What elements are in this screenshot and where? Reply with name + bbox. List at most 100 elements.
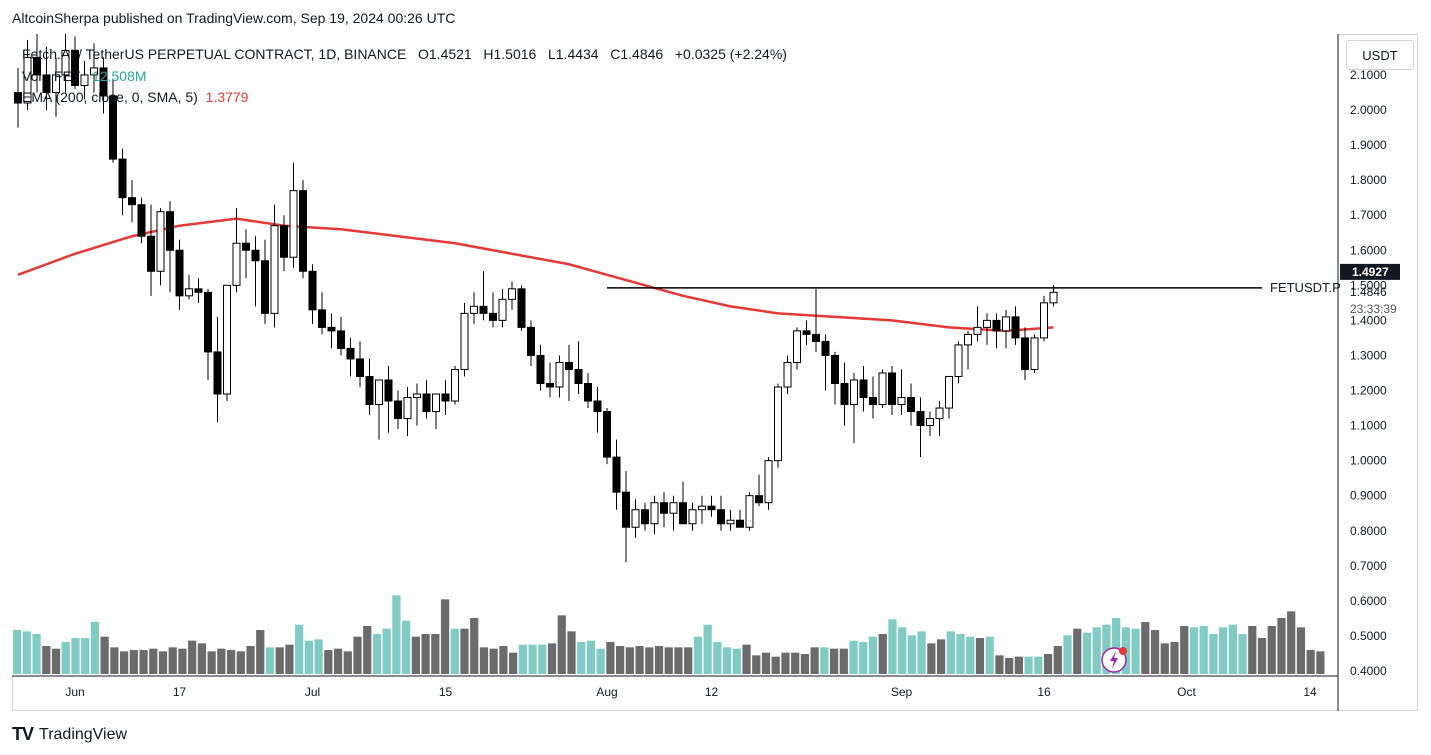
y-tick-label: 2.0000 [1350,103,1387,117]
candle-body [1030,337,1039,370]
candle-body [869,397,877,406]
volume-bar [684,647,693,674]
y-tick-label: 1.8000 [1350,173,1387,187]
volume-bar [917,631,926,674]
volume-bar [868,636,878,674]
candle-body [1040,302,1048,339]
volume-bar [265,647,275,674]
candle-body [717,509,725,525]
volume-bar [752,655,761,674]
volume-bar [654,646,664,674]
candle-body [907,397,915,413]
volume-bar [518,644,527,674]
candle-body [783,361,792,388]
x-tick-label: Aug [596,685,617,699]
candle-body [603,411,611,458]
volume-bar [61,642,70,674]
candle-body [584,382,592,402]
volume-bar [664,647,673,674]
candle-body [707,505,716,511]
volume-bar [1005,658,1014,674]
volume-bar [829,648,839,674]
volume-bar [616,646,625,674]
candle-body [156,211,165,272]
candle-body [71,49,79,86]
y-tick-label: 0.9000 [1350,489,1387,503]
volume-bar [71,638,80,674]
y-tick-label: 1.5000 [1350,278,1387,292]
volume-bar [217,648,226,674]
candle-body [194,288,203,293]
candle-body [964,333,972,346]
y-tick-label: 1.9000 [1350,138,1387,152]
y-tick-label: 0.5000 [1350,629,1387,643]
candle-body [527,326,535,356]
candle-body [897,397,906,406]
candle-body [147,235,155,272]
y-tick-label: 2.1000 [1350,68,1387,82]
candle-body [375,379,383,406]
volume-bar [1267,626,1276,674]
y-tick-label: 0.6000 [1350,594,1387,608]
candle-body [99,67,108,97]
candle-body [679,502,687,525]
candle-body [365,375,374,406]
volume-bar [927,643,936,674]
volume-bar [32,634,41,674]
plot-area [12,34,1338,676]
volume-bar [1043,654,1053,674]
candle-body [935,407,944,420]
candle-body [251,249,260,262]
volume-bar [13,630,22,674]
volume-bar [538,644,547,674]
volume-bar [907,635,917,674]
publish-caption: AltcoinSherpa published on TradingView.c… [12,10,456,26]
candle-body [745,495,754,528]
volume-bar [732,648,741,674]
currency-button[interactable]: USDT [1346,40,1414,70]
volume-bar [246,646,255,674]
candle-body [631,509,640,528]
volume-bar [645,647,654,674]
candle-body [793,330,801,363]
volume-bar [178,648,187,674]
candle-body [479,305,488,314]
legend-symbol: Fetch.AI / TetherUS PERPETUAL CONTRACT, … [22,46,407,62]
candle-body [451,368,459,402]
volume-bar [1219,627,1228,674]
x-tick-label: Sep [891,685,913,699]
volume-bar [528,644,537,674]
volume-bar [22,631,31,674]
candle-body [166,211,174,251]
footer-brand: TradingView [39,725,128,743]
y-tick-label: 0.7000 [1350,559,1387,573]
volume-bar [586,640,596,674]
volume-bar [1092,627,1101,674]
candle-body [641,509,649,525]
y-tick-label: 1.0000 [1350,454,1387,468]
volume-bar [81,638,90,674]
volume-bar [859,642,868,674]
candle-body [413,393,421,399]
candle-body [565,361,573,370]
volume-bar [363,626,372,674]
candle-body [470,305,478,314]
candle-body [384,379,393,402]
volume-bar [285,644,294,674]
volume-bar [1199,626,1208,674]
symbol-line-label: FETUSDT.P [1270,280,1341,295]
candle-body [878,372,887,406]
volume-bar [314,639,323,674]
candle-body [1011,316,1020,339]
candle-body [14,91,22,104]
x-tick-label: Oct [1177,685,1196,699]
candle-body [812,333,820,342]
candle-body [204,291,212,353]
volume-bar [1102,624,1111,674]
volume-bar [90,622,100,674]
volume-bar [966,636,975,674]
candle-body [80,74,89,86]
candle-body [23,56,32,104]
volume-bar [479,647,489,674]
price-chart[interactable]: FETUSDT.P 2.1000 2.0000 1.9000 1.8000 1.7000 1… [12,34,1418,711]
